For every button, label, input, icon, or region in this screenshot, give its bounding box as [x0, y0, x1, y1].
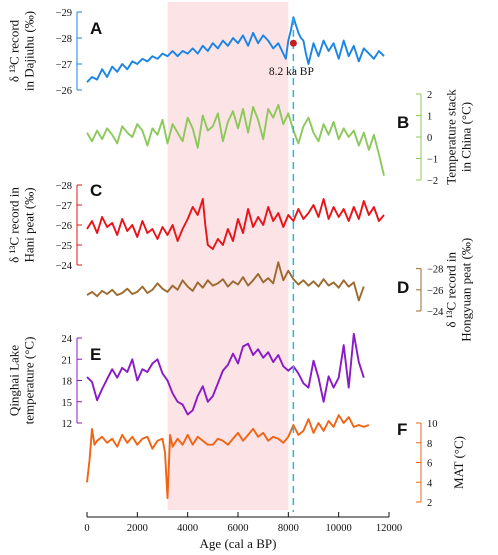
y-tick-label: 0 — [427, 133, 432, 144]
axis-title-line: Qinghai Lake — [7, 345, 22, 416]
y-tick-label: −28 — [427, 265, 443, 276]
x-axis-title: Age (cal a BP) — [200, 536, 277, 551]
y-tick-label: 1 — [427, 112, 432, 123]
panel-letter-b: B — [397, 113, 409, 132]
y-tick-label: −28 — [56, 181, 72, 192]
x-tick-label: 2000 — [127, 523, 148, 534]
y-tick-label: −2 — [427, 176, 438, 187]
y-tick-label: 15 — [62, 398, 73, 409]
axis-title-line: temperature (°C) — [22, 337, 37, 425]
series-line-b — [86, 103, 385, 176]
axis-title-b: Temperature stack in China (°C) — [444, 89, 474, 185]
highlight-band — [167, 2, 289, 510]
panel-letter-a: A — [90, 19, 102, 38]
event-marker — [289, 39, 297, 47]
y-tick-label: −24 — [56, 261, 73, 272]
series-line-f — [86, 414, 370, 500]
y-tick-label: −25 — [56, 241, 72, 252]
axis-title-line: δ ¹³C record — [7, 19, 22, 82]
y-tick-label: 2 — [427, 90, 432, 101]
y-tick-label: −27 — [56, 60, 72, 71]
series-layer — [86, 16, 385, 500]
y-tick-label: 12 — [62, 419, 73, 430]
panel-letter-d: D — [397, 278, 409, 297]
x-tick-label: 12000 — [376, 523, 402, 534]
x-tick-label: 10000 — [326, 523, 352, 534]
y-tick-label: −26 — [56, 86, 72, 97]
y-tick-label: −29 — [56, 8, 72, 19]
axis-title-c: δ ¹³C record in Hani peat (‰) — [7, 187, 37, 263]
y-tick-label: 18 — [62, 377, 73, 388]
panel-letter-f: F — [397, 420, 407, 439]
highlight-band-layer — [167, 2, 289, 510]
axis-title-a: δ ¹³C record in Dajiuhu (‰) — [7, 11, 37, 91]
axis-title-line: Hongyuan peat (‰) — [459, 238, 474, 342]
series-line-c — [86, 198, 385, 250]
axis-title-line: δ ¹³C record in — [7, 187, 22, 263]
series-line-d — [86, 261, 365, 302]
y-tick-label: 6 — [427, 459, 432, 470]
series-line-e — [86, 332, 365, 416]
y-tick-label: −26 — [427, 286, 443, 297]
y-tick-label: 24 — [62, 334, 73, 345]
axis-title-d: δ ¹³C record in Hongyuan peat (‰) — [444, 238, 474, 342]
axis-title-line: in China (°C) — [459, 102, 474, 172]
panel-letter-e: E — [90, 345, 101, 364]
axis-title-f: MAT (°C) — [451, 436, 466, 489]
x-tick-label: 6000 — [228, 523, 249, 534]
axis-title-line: δ ¹³C record in — [444, 251, 459, 327]
x-tick-label: 0 — [84, 523, 89, 534]
axis-title-line: MAT (°C) — [451, 436, 466, 489]
x-tick-label: 4000 — [177, 523, 198, 534]
y-tick-label: 10 — [427, 419, 438, 430]
axis-title-line: Hani peat (‰) — [22, 187, 37, 262]
y-tick-label: 8 — [427, 439, 432, 450]
axis-title-e: Qinghai Lake temperature (°C) — [7, 337, 37, 425]
series-line-a — [86, 16, 385, 83]
y-tick-label: −27 — [56, 201, 72, 212]
x-tick-label: 8000 — [278, 523, 299, 534]
event-layer: 8.2 ka BP — [269, 18, 314, 512]
y-tick-label: 4 — [427, 478, 433, 489]
y-tick-label: −26 — [56, 221, 72, 232]
event-label: 8.2 ka BP — [269, 66, 314, 78]
axis-title-line: in Dajiuhu (‰) — [22, 11, 37, 91]
y-tick-label: −28 — [56, 34, 72, 45]
axis-title-line: Temperature stack — [444, 89, 459, 185]
y-tick-label: −24 — [427, 307, 444, 318]
panel-letter-c: C — [90, 181, 102, 200]
y-tick-label: −1 — [427, 155, 438, 166]
y-tick-label: 2 — [427, 498, 432, 509]
y-tick-label: 21 — [62, 355, 73, 366]
